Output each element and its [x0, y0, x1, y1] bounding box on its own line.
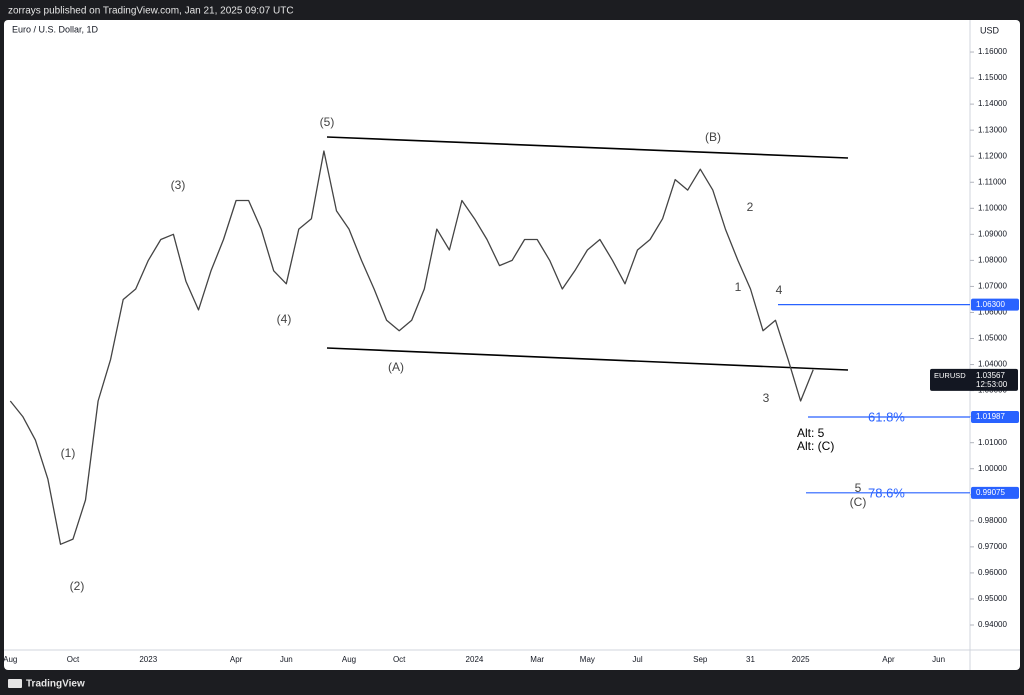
wave-label: (3) [171, 178, 186, 192]
y-tick-label: 0.94000 [978, 620, 1007, 629]
x-tick-label: Jul [632, 655, 642, 664]
level-price-label: 1.01987 [976, 412, 1005, 421]
brand: TradingView [26, 679, 85, 690]
y-tick-label: 1.08000 [978, 255, 1007, 264]
x-tick-label: 2024 [466, 655, 484, 664]
wave-label: (1) [61, 446, 76, 460]
y-tick-label: 1.15000 [978, 73, 1007, 82]
fib-label: 61.8% [868, 409, 905, 424]
wave-label: 5 [855, 481, 862, 495]
level-price-label: 1.06300 [976, 300, 1005, 309]
wave-label: Alt: (C) [797, 439, 834, 453]
x-tick-label: 2023 [139, 655, 157, 664]
fib-label: 78.6% [868, 485, 905, 500]
x-tick-label: Mar [530, 655, 544, 664]
y-tick-label: 1.00000 [978, 464, 1007, 473]
wave-label: Alt: 5 [797, 426, 825, 440]
wave-label: 1 [735, 280, 742, 294]
x-tick-label: May [580, 655, 595, 664]
x-tick-label: 31 [746, 655, 755, 664]
y-axis-label: USD [980, 25, 1000, 35]
chart-area [4, 20, 1020, 670]
x-tick-label: 2025 [792, 655, 810, 664]
y-tick-label: 0.98000 [978, 516, 1007, 525]
wave-label: (C) [850, 495, 867, 509]
current-countdown: 12:53:00 [976, 380, 1008, 389]
publisher: zorrays published on TradingView.com, Ja… [8, 6, 294, 17]
y-tick-label: 1.10000 [978, 203, 1007, 212]
level-price-box [971, 410, 1019, 423]
y-tick-label: 1.04000 [978, 360, 1007, 369]
x-tick-label: Oct [393, 655, 406, 664]
x-tick-label: Sep [693, 655, 708, 664]
x-tick-label: Jun [932, 655, 945, 664]
wave-label: (5) [320, 115, 335, 129]
footer: TradingView [8, 679, 85, 690]
y-tick-label: 0.97000 [978, 542, 1007, 551]
wave-label: 4 [776, 283, 783, 297]
x-tick-label: Apr [882, 655, 895, 664]
channel-lower [326, 347, 849, 371]
y-tick-label: 1.16000 [978, 47, 1007, 56]
y-tick-label: 1.01000 [978, 438, 1007, 447]
wave-label: (A) [388, 360, 404, 374]
y-tick-label: 0.95000 [978, 594, 1007, 603]
current-price: 1.03567 [976, 371, 1005, 380]
level-price-box [971, 298, 1019, 311]
x-tick-label: Apr [230, 655, 243, 664]
y-tick-label: 1.09000 [978, 229, 1007, 238]
chart-title: Euro / U.S. Dollar, 1D [12, 24, 99, 34]
wave-label: 2 [747, 200, 754, 214]
y-tick-label: 1.11000 [978, 177, 1007, 186]
wave-label: (B) [705, 130, 721, 144]
wave-label: 3 [763, 391, 770, 405]
y-tick-label: 1.13000 [978, 125, 1007, 134]
y-tick-label: 1.14000 [978, 99, 1007, 108]
channel-upper [326, 136, 849, 159]
level-price-box [971, 486, 1019, 499]
price-line [9, 150, 814, 545]
x-tick-label: Aug [3, 655, 17, 664]
brand-logo [8, 679, 22, 688]
y-tick-label: 0.96000 [978, 568, 1007, 577]
x-tick-label: Oct [67, 655, 80, 664]
wave-label: (4) [277, 312, 292, 326]
level-price-label: 0.99075 [976, 488, 1005, 497]
y-tick-label: 1.06000 [978, 308, 1007, 317]
y-tick-label: 1.07000 [978, 282, 1007, 291]
wave-label: (2) [70, 579, 85, 593]
y-tick-label: 1.12000 [978, 151, 1007, 160]
x-tick-label: Jun [280, 655, 293, 664]
x-tick-label: Aug [342, 655, 356, 664]
current-symbol: EURUSD [934, 371, 966, 380]
y-tick-label: 1.05000 [978, 334, 1007, 343]
current-price-box [930, 368, 1018, 391]
